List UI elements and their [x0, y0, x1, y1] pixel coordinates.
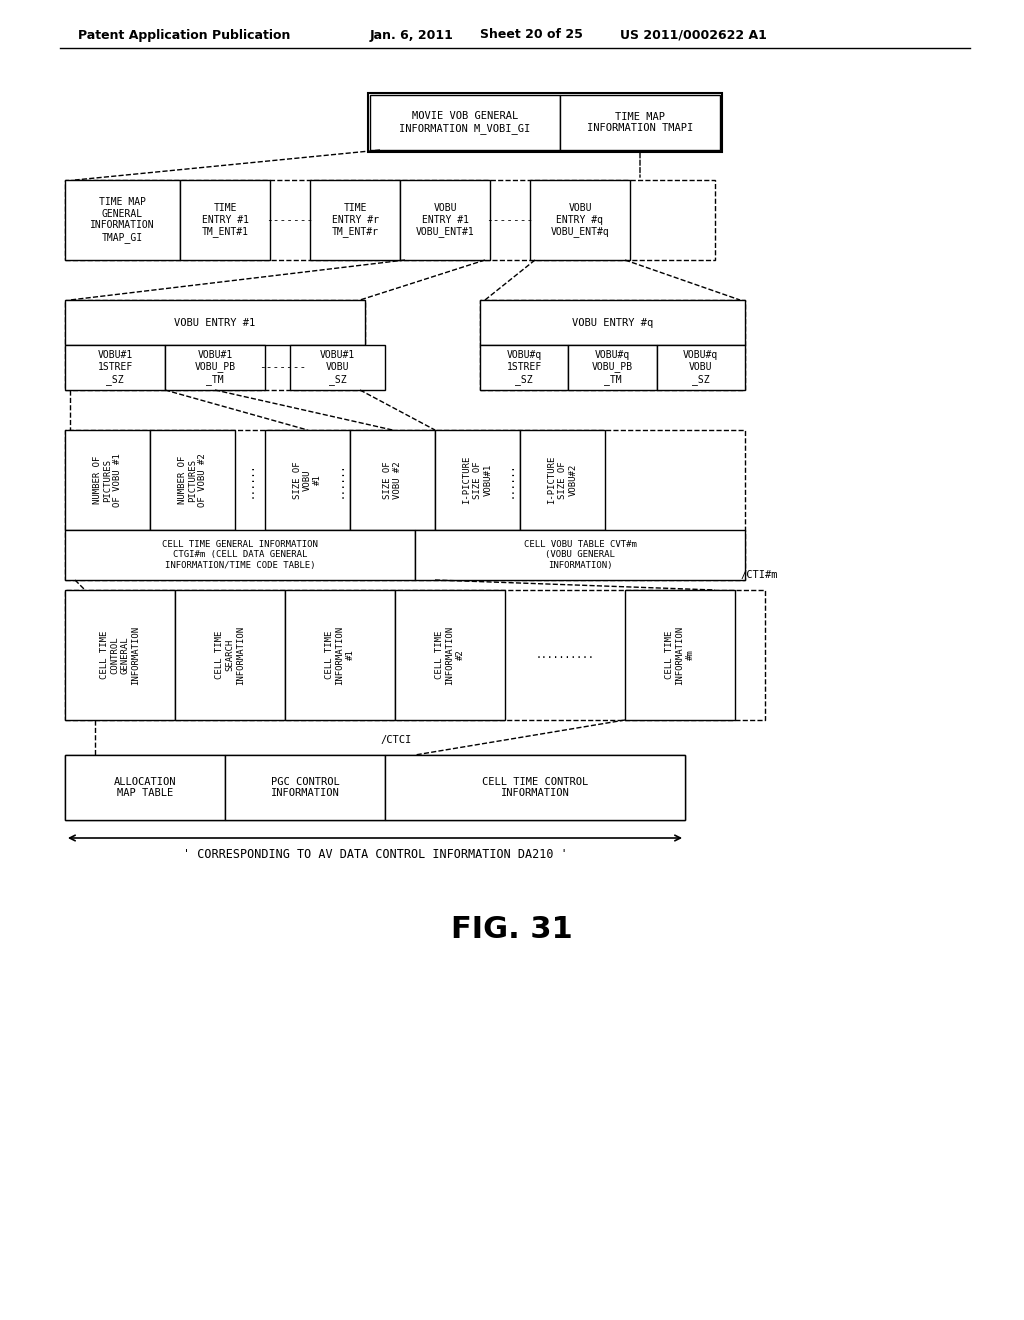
Text: FIG. 31: FIG. 31: [452, 916, 572, 945]
Bar: [395, 590, 505, 719]
Text: SIZE OF
VOBU #2: SIZE OF VOBU #2: [383, 461, 402, 499]
Bar: [285, 590, 395, 719]
Bar: [656, 345, 745, 389]
Bar: [65, 180, 180, 260]
Text: I-PICTURE
SIZE OF
VOBU#2: I-PICTURE SIZE OF VOBU#2: [548, 455, 578, 504]
Text: -------: -------: [266, 215, 313, 224]
Text: ' CORRESPONDING TO AV DATA CONTROL INFORMATION DA210 ': ' CORRESPONDING TO AV DATA CONTROL INFOR…: [182, 849, 567, 862]
Text: VOBU#q
1STREF
_SZ: VOBU#q 1STREF _SZ: [507, 350, 542, 384]
Text: -------: -------: [486, 215, 534, 224]
Text: ..........: ..........: [536, 649, 594, 660]
Text: US 2011/0002622 A1: US 2011/0002622 A1: [620, 29, 767, 41]
Text: VOBU#1
VOBU
_SZ: VOBU#1 VOBU _SZ: [319, 350, 355, 384]
Text: Patent Application Publication: Patent Application Publication: [78, 29, 291, 41]
Text: Jan. 6, 2011: Jan. 6, 2011: [370, 29, 454, 41]
Bar: [150, 430, 234, 531]
Bar: [65, 345, 165, 389]
Bar: [65, 300, 365, 389]
Bar: [480, 300, 745, 345]
Text: ALLOCATION
MAP TABLE: ALLOCATION MAP TABLE: [114, 776, 176, 799]
Text: I-PICTURE
SIZE OF
VOBU#1: I-PICTURE SIZE OF VOBU#1: [463, 455, 493, 504]
Text: CELL TIME
INFORMATION
#2: CELL TIME INFORMATION #2: [435, 626, 465, 685]
Bar: [290, 345, 385, 389]
Bar: [65, 590, 175, 719]
Bar: [310, 180, 400, 260]
Bar: [65, 430, 150, 531]
Text: TIME MAP
GENERAL
INFORMATION
TMAP_GI: TIME MAP GENERAL INFORMATION TMAP_GI: [90, 197, 155, 243]
Bar: [65, 300, 365, 345]
Bar: [520, 430, 605, 531]
Bar: [530, 180, 630, 260]
Bar: [560, 95, 720, 150]
Bar: [225, 755, 385, 820]
Text: SIZE OF
VOBU
#1: SIZE OF VOBU #1: [293, 461, 323, 499]
Text: TIME MAP
INFORMATION TMAPI: TIME MAP INFORMATION TMAPI: [587, 112, 693, 133]
Text: MOVIE VOB GENERAL
INFORMATION M_VOBI_GI: MOVIE VOB GENERAL INFORMATION M_VOBI_GI: [399, 111, 530, 133]
Text: ......: ......: [245, 462, 255, 498]
Text: CELL TIME
INFORMATION
#1: CELL TIME INFORMATION #1: [325, 626, 355, 685]
Text: CELL TIME
INFORMATION
#m: CELL TIME INFORMATION #m: [666, 626, 695, 685]
Text: VOBU#q
VOBU_PB
_TM: VOBU#q VOBU_PB _TM: [592, 350, 633, 385]
Bar: [65, 180, 715, 260]
Bar: [165, 345, 265, 389]
Text: TIME
ENTRY #1
TM_ENT#1: TIME ENTRY #1 TM_ENT#1: [202, 203, 249, 238]
Text: VOBU ENTRY #1: VOBU ENTRY #1: [174, 318, 256, 327]
Text: -------: -------: [259, 363, 306, 372]
Bar: [180, 180, 270, 260]
Text: CELL TIME
CONTROL
GENERAL
INFORMATION: CELL TIME CONTROL GENERAL INFORMATION: [100, 626, 140, 685]
Bar: [175, 590, 285, 719]
Text: CELL TIME
SEARCH
INFORMATION: CELL TIME SEARCH INFORMATION: [215, 626, 245, 685]
Bar: [400, 180, 490, 260]
Text: VOBU#1
VOBU_PB
_TM: VOBU#1 VOBU_PB _TM: [195, 350, 236, 385]
Text: VOBU#q
VOBU
_SZ: VOBU#q VOBU _SZ: [683, 350, 719, 384]
Bar: [625, 590, 735, 719]
Text: CELL TIME GENERAL INFORMATION
CTGI#m (CELL DATA GENERAL
INFORMATION/TIME CODE TA: CELL TIME GENERAL INFORMATION CTGI#m (CE…: [162, 540, 317, 570]
Bar: [480, 300, 745, 389]
Bar: [65, 430, 745, 579]
Text: NUMBER OF
PICTURES
OF VOBU #1: NUMBER OF PICTURES OF VOBU #1: [92, 453, 123, 507]
Text: PGC CONTROL
INFORMATION: PGC CONTROL INFORMATION: [270, 776, 339, 799]
Bar: [568, 345, 656, 389]
Bar: [350, 430, 435, 531]
Text: /CTI#m: /CTI#m: [740, 570, 777, 579]
Bar: [415, 531, 745, 579]
Text: CELL VOBU TABLE CVT#m
(VOBU GENERAL
INFORMATION): CELL VOBU TABLE CVT#m (VOBU GENERAL INFO…: [523, 540, 637, 570]
Text: ......: ......: [505, 462, 515, 498]
Bar: [65, 755, 225, 820]
Text: VOBU ENTRY #q: VOBU ENTRY #q: [571, 318, 653, 327]
Bar: [370, 95, 560, 150]
Bar: [65, 590, 765, 719]
Text: VOBU
ENTRY #1
VOBU_ENT#1: VOBU ENTRY #1 VOBU_ENT#1: [416, 203, 474, 238]
Bar: [65, 755, 685, 820]
Bar: [385, 755, 685, 820]
Bar: [265, 430, 350, 531]
Bar: [480, 345, 568, 389]
Text: NUMBER OF
PICTURES
OF VOBU #2: NUMBER OF PICTURES OF VOBU #2: [177, 453, 208, 507]
Text: Sheet 20 of 25: Sheet 20 of 25: [480, 29, 583, 41]
Bar: [65, 531, 415, 579]
Text: TIME
ENTRY #r
TM_ENT#r: TIME ENTRY #r TM_ENT#r: [332, 203, 379, 238]
Text: /CTCI: /CTCI: [380, 735, 412, 744]
Text: CELL TIME CONTROL
INFORMATION: CELL TIME CONTROL INFORMATION: [482, 776, 588, 799]
Text: VOBU
ENTRY #q
VOBU_ENT#q: VOBU ENTRY #q VOBU_ENT#q: [551, 203, 609, 238]
Bar: [435, 430, 520, 531]
Text: VOBU#1
1STREF
_SZ: VOBU#1 1STREF _SZ: [97, 350, 133, 384]
Text: ......: ......: [335, 462, 345, 498]
Bar: [368, 92, 722, 152]
